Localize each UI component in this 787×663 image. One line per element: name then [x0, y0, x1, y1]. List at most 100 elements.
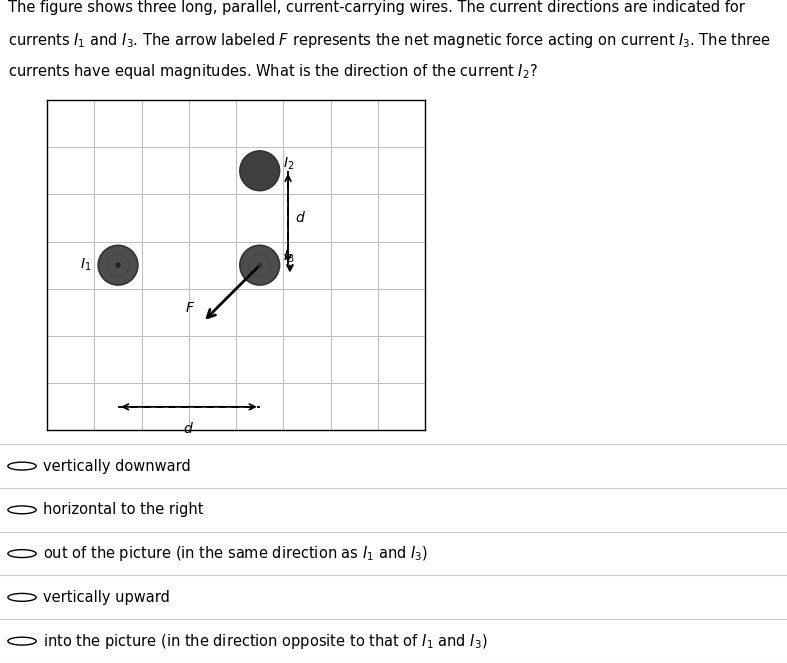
- Circle shape: [250, 161, 265, 176]
- Circle shape: [241, 152, 277, 188]
- Circle shape: [249, 160, 268, 178]
- Circle shape: [256, 261, 262, 267]
- Circle shape: [104, 251, 131, 278]
- Circle shape: [99, 247, 136, 283]
- Circle shape: [241, 246, 278, 284]
- Text: currents have equal magnitudes. What is the direction of the current $I_2$?: currents have equal magnitudes. What is …: [8, 62, 538, 81]
- Circle shape: [257, 168, 258, 169]
- Circle shape: [249, 160, 267, 178]
- Text: The figure shows three long, parallel, current-carrying wires. The current direc: The figure shows three long, parallel, c…: [8, 0, 745, 15]
- Text: $d$: $d$: [183, 421, 194, 436]
- Circle shape: [113, 260, 121, 269]
- Circle shape: [256, 166, 260, 170]
- Circle shape: [116, 263, 120, 267]
- Circle shape: [243, 154, 274, 185]
- Circle shape: [112, 259, 122, 269]
- Circle shape: [111, 259, 123, 270]
- Circle shape: [116, 263, 118, 265]
- Circle shape: [101, 248, 135, 282]
- Circle shape: [241, 152, 278, 189]
- Circle shape: [116, 264, 117, 265]
- Circle shape: [248, 254, 270, 275]
- Circle shape: [246, 156, 272, 182]
- Circle shape: [253, 259, 264, 269]
- Circle shape: [103, 251, 131, 279]
- Circle shape: [258, 264, 259, 265]
- Circle shape: [253, 164, 263, 174]
- Circle shape: [113, 260, 121, 268]
- Circle shape: [255, 166, 260, 171]
- Circle shape: [113, 261, 120, 268]
- Circle shape: [246, 251, 273, 278]
- Circle shape: [102, 249, 133, 280]
- Circle shape: [248, 159, 268, 180]
- Circle shape: [247, 158, 269, 180]
- Text: vertically downward: vertically downward: [43, 459, 191, 473]
- Circle shape: [242, 152, 276, 187]
- Circle shape: [249, 254, 269, 274]
- Circle shape: [244, 249, 275, 280]
- Circle shape: [108, 255, 127, 274]
- Circle shape: [242, 153, 275, 186]
- Circle shape: [244, 155, 273, 184]
- Circle shape: [240, 151, 279, 190]
- Circle shape: [240, 245, 279, 285]
- Circle shape: [250, 256, 267, 272]
- Circle shape: [240, 151, 279, 190]
- Circle shape: [102, 249, 133, 280]
- Circle shape: [257, 262, 260, 266]
- Circle shape: [100, 247, 135, 282]
- Text: vertically upward: vertically upward: [43, 590, 170, 605]
- Circle shape: [247, 253, 271, 276]
- Circle shape: [240, 151, 279, 190]
- Circle shape: [243, 249, 275, 281]
- Circle shape: [244, 249, 274, 280]
- Circle shape: [254, 260, 263, 269]
- Circle shape: [247, 158, 269, 180]
- Text: $I_3$: $I_3$: [283, 249, 295, 265]
- Circle shape: [257, 168, 258, 169]
- Circle shape: [253, 259, 264, 270]
- Circle shape: [251, 257, 266, 272]
- Circle shape: [116, 263, 119, 266]
- Circle shape: [253, 164, 262, 173]
- Circle shape: [243, 249, 275, 280]
- Circle shape: [242, 152, 276, 188]
- Circle shape: [101, 248, 135, 281]
- Circle shape: [106, 253, 128, 276]
- Circle shape: [99, 246, 136, 284]
- Text: horizontal to the right: horizontal to the right: [43, 503, 204, 517]
- Circle shape: [103, 250, 132, 279]
- Circle shape: [255, 260, 263, 268]
- Circle shape: [111, 258, 124, 271]
- Circle shape: [116, 263, 118, 265]
- Circle shape: [246, 158, 270, 181]
- Circle shape: [109, 255, 126, 273]
- Circle shape: [246, 251, 272, 278]
- Text: currents $I_1$ and $I_3$. The arrow labeled $F$ represents the net magnetic forc: currents $I_1$ and $I_3$. The arrow labe…: [8, 31, 771, 50]
- Text: $I_1$: $I_1$: [79, 257, 91, 273]
- Circle shape: [254, 165, 261, 172]
- Circle shape: [241, 152, 277, 188]
- Circle shape: [242, 248, 276, 282]
- Circle shape: [110, 257, 124, 271]
- Circle shape: [244, 155, 273, 184]
- Circle shape: [251, 257, 267, 272]
- Circle shape: [249, 255, 268, 273]
- Circle shape: [249, 160, 266, 177]
- Circle shape: [242, 247, 277, 282]
- Circle shape: [245, 251, 273, 279]
- Circle shape: [257, 262, 261, 267]
- Text: into the picture (in the direction opposite to that of $I_1$ and $I_3$): into the picture (in the direction oppos…: [43, 632, 488, 650]
- Circle shape: [250, 255, 268, 273]
- Circle shape: [258, 263, 260, 265]
- Circle shape: [105, 252, 130, 277]
- Circle shape: [249, 255, 268, 274]
- Circle shape: [115, 262, 119, 266]
- Circle shape: [253, 164, 262, 174]
- Circle shape: [245, 156, 272, 184]
- Circle shape: [249, 160, 267, 178]
- Circle shape: [107, 254, 127, 274]
- Circle shape: [241, 246, 279, 284]
- Text: $I_2$: $I_2$: [283, 156, 294, 172]
